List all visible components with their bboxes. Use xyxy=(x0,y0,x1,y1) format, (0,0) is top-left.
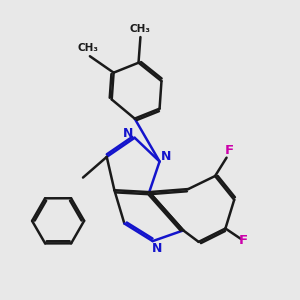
Text: N: N xyxy=(161,150,172,164)
Text: N: N xyxy=(152,242,163,254)
Text: CH₃: CH₃ xyxy=(77,43,98,53)
Text: CH₃: CH₃ xyxy=(130,24,151,34)
Text: F: F xyxy=(239,234,248,247)
Text: N: N xyxy=(123,128,133,140)
Text: F: F xyxy=(225,144,234,157)
